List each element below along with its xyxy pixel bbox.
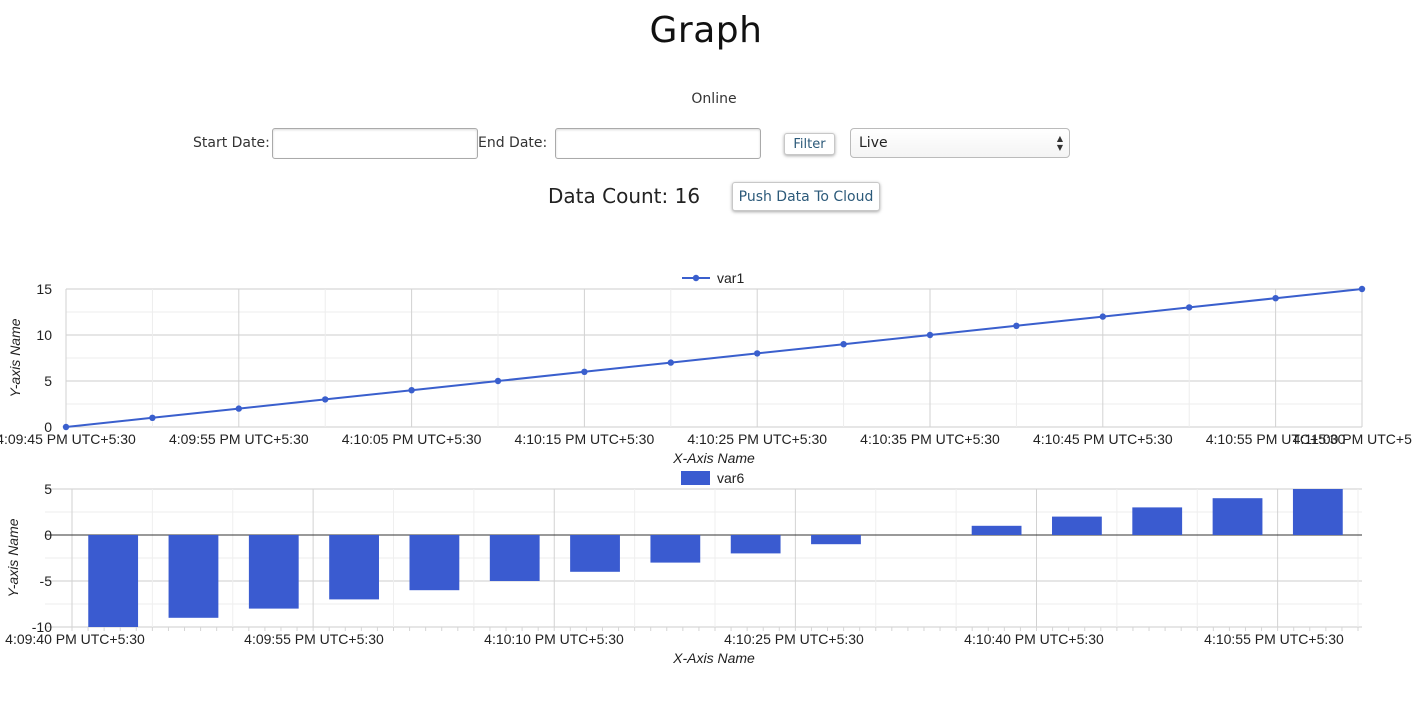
bar-var6 <box>730 535 781 554</box>
x-tick-label: 4:11:00 PM UTC+5:30 <box>1293 431 1412 447</box>
y-axis-title: Y-axis Name <box>5 518 21 597</box>
y-tick-label: 15 <box>36 281 52 297</box>
bar-var6 <box>329 535 379 600</box>
bar-chart: -10 -5 0 5 4:09:40 PM UTC+5:30 4:09:55 PM UTC… <box>5 470 1362 666</box>
bar-var6 <box>811 535 861 545</box>
legend-marker-var1 <box>692 274 700 282</box>
data-point <box>840 341 847 348</box>
x-tick-label: 4:10:15 PM UTC+5:30 <box>515 431 655 447</box>
y-tick-label: -10 <box>32 619 52 635</box>
legend-label-var1: var1 <box>717 270 744 286</box>
start-date-input[interactable] <box>272 128 478 159</box>
bar-var6 <box>570 535 620 572</box>
legend-label-var6: var6 <box>717 470 744 486</box>
x-tick-label: 4:10:40 PM UTC+5:30 <box>964 631 1104 647</box>
y-tick-label: 0 <box>44 527 52 543</box>
mode-select-value: Live <box>859 135 888 151</box>
x-tick-label: 4:10:55 PM UTC+5:30 <box>1204 631 1344 647</box>
data-point <box>1186 304 1193 311</box>
data-point <box>667 359 674 366</box>
data-point <box>1272 295 1279 302</box>
bar-var6 <box>1292 489 1343 535</box>
y-tick-label: 5 <box>44 373 52 389</box>
data-point <box>408 387 415 394</box>
data-count: Data Count: 16 <box>548 184 701 208</box>
line-chart: 0 5 10 15 4:09:45 PM UTC+5:30 4:09:55 PM UTC+… <box>0 270 1412 466</box>
x-tick-label: 4:10:25 PM UTC+5:30 <box>724 631 864 647</box>
legend-swatch-var6 <box>681 471 710 485</box>
data-point <box>149 414 156 421</box>
x-axis-title: X-Axis Name <box>672 650 755 666</box>
data-point <box>494 377 502 385</box>
y-tick-label: 0 <box>44 419 52 435</box>
y-tick-label: -5 <box>40 573 53 589</box>
data-point <box>62 423 70 431</box>
filter-button[interactable]: Filter <box>784 133 835 155</box>
end-date-input[interactable] <box>555 128 761 159</box>
end-date-label: End Date: <box>478 135 548 151</box>
x-tick-label: 4:09:40 PM UTC+5:30 <box>5 631 145 647</box>
push-data-button[interactable]: Push Data To Cloud <box>732 182 880 211</box>
y-axis-title: Y-axis Name <box>7 318 23 397</box>
series-line-var1 <box>65 288 1363 428</box>
x-tick-label: 4:10:05 PM UTC+5:30 <box>342 431 482 447</box>
select-arrows-icon: ▲ ▼ <box>1056 134 1063 152</box>
data-point <box>235 405 242 412</box>
x-axis-title: X-Axis Name <box>672 450 755 466</box>
bar-var6 <box>248 535 299 609</box>
x-tick-label: 4:09:55 PM UTC+5:30 <box>244 631 384 647</box>
bar-var6 <box>1132 507 1183 535</box>
page-title: Graph <box>649 10 763 51</box>
x-tick-label: 4:10:55 PM UTC+5:30 <box>1206 431 1346 447</box>
data-point <box>1013 322 1020 329</box>
x-tick-label: 4:09:55 PM UTC+5:30 <box>169 431 309 447</box>
bar-var6 <box>168 535 219 618</box>
bar-var6 <box>650 535 701 563</box>
start-date-label: Start Date: <box>193 135 270 151</box>
y-tick-label: 10 <box>36 327 52 343</box>
data-point <box>1099 313 1107 320</box>
data-point <box>926 331 934 339</box>
x-tick-label: 4:10:10 PM UTC+5:30 <box>484 631 624 647</box>
mode-select[interactable]: Live ▲ ▼ <box>850 128 1070 158</box>
x-tick-label: 4:10:35 PM UTC+5:30 <box>860 431 1000 447</box>
bar-var6 <box>1052 516 1102 535</box>
x-tick-label: 4:10:25 PM UTC+5:30 <box>687 431 827 447</box>
data-point <box>322 396 329 403</box>
x-tick-label: 4:10:45 PM UTC+5:30 <box>1033 431 1173 447</box>
data-point <box>581 368 588 375</box>
x-tick-label: 4:09:45 PM UTC+5:30 <box>0 431 136 447</box>
bar-var6 <box>489 535 540 581</box>
connection-status: Online <box>691 91 737 107</box>
y-tick-label: 5 <box>44 481 52 497</box>
bar-var6 <box>971 525 1022 535</box>
bar-var6 <box>409 535 460 591</box>
data-point <box>754 350 761 357</box>
bar-var6 <box>88 535 139 627</box>
data-point <box>1358 285 1366 293</box>
bar-var6 <box>1212 498 1263 535</box>
